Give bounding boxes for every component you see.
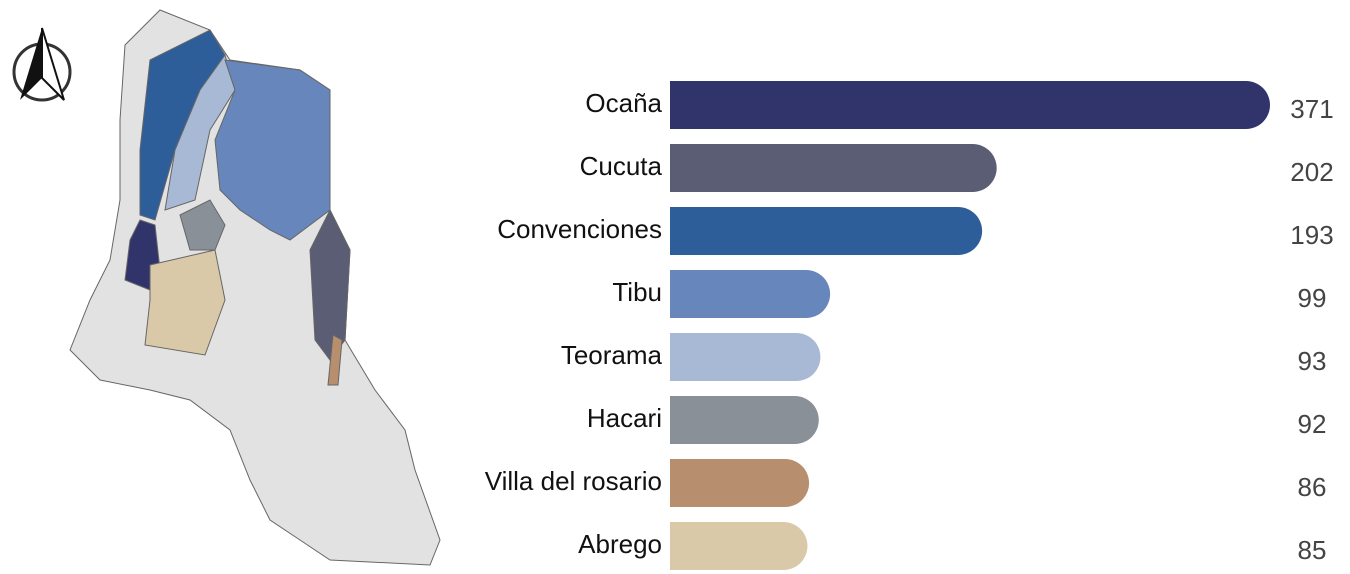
value-label: 193 (1290, 220, 1333, 250)
value-label: 86 (1298, 472, 1327, 502)
category-label: Hacari (587, 403, 662, 433)
bar (670, 81, 1270, 129)
value-label: 92 (1298, 409, 1327, 439)
value-label: 371 (1290, 94, 1333, 124)
value-label: 99 (1298, 283, 1327, 313)
category-label: Teorama (561, 340, 663, 370)
bar (670, 270, 831, 318)
bar (670, 207, 983, 255)
bar (670, 144, 997, 192)
bar (670, 396, 819, 444)
region (327, 334, 343, 386)
bar (670, 522, 808, 570)
region (179, 199, 226, 251)
map (69, 9, 441, 566)
value-label: 85 (1298, 535, 1327, 565)
bar (670, 333, 821, 381)
category-label: Villa del rosario (485, 466, 662, 496)
category-label: Tibu (612, 277, 662, 307)
category-label: Cucuta (580, 151, 663, 181)
value-label: 202 (1290, 157, 1333, 187)
bar (670, 459, 810, 507)
category-label: Convenciones (497, 214, 662, 244)
compass (12, 27, 72, 102)
region (214, 59, 331, 241)
category-label: Ocaña (585, 88, 662, 118)
value-label: 93 (1298, 346, 1327, 376)
category-label: Abrego (578, 529, 662, 559)
region (144, 249, 226, 356)
